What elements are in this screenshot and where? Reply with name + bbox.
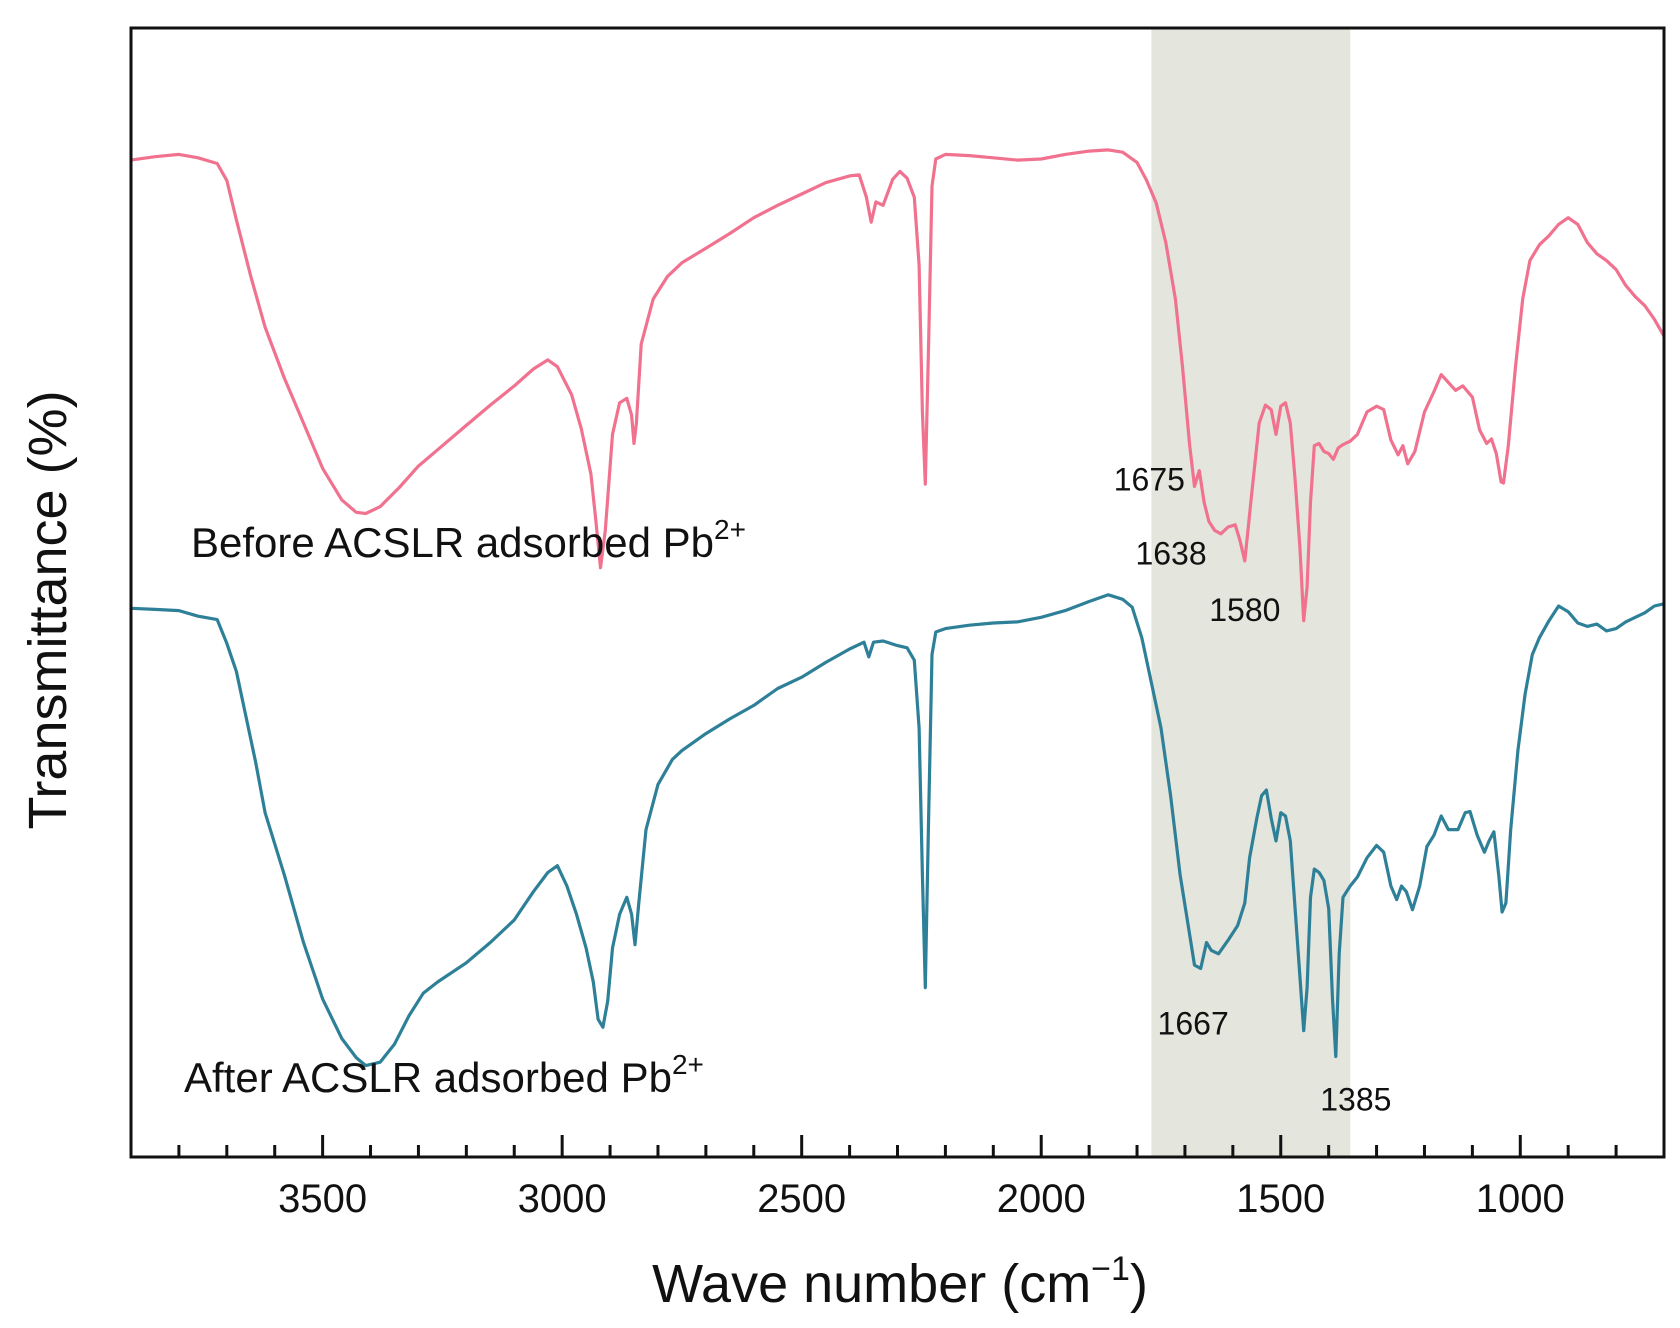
series-label-after: After ACSLR adsorbed Pb2+	[184, 1049, 704, 1101]
x-tick-label: 3500	[278, 1177, 367, 1221]
x-axis-title: Wave number (cm−1)	[652, 1250, 1148, 1314]
x-tick-label: 1000	[1476, 1177, 1565, 1221]
x-tick-label: 1500	[1236, 1177, 1325, 1221]
x-tick-label: 2500	[757, 1177, 846, 1221]
series-line-before	[129, 148, 1666, 623]
series-line-after	[129, 593, 1666, 1068]
series-layer	[129, 148, 1666, 1068]
x-tick-label: 2000	[997, 1177, 1086, 1221]
peak-label-1385: 1385	[1320, 1082, 1391, 1118]
highlight-band	[1151, 28, 1351, 1157]
y-axis-title: Transmittance (%)	[18, 390, 78, 829]
x-axis-ticks: 3500 3000 2500 2000 1500 1000	[177, 1135, 1618, 1221]
peak-label-1638: 1638	[1135, 535, 1206, 571]
x-tick-label: 3000	[518, 1177, 607, 1221]
series-label-before: Before ACSLR adsorbed Pb2+	[191, 514, 746, 566]
highlight-band-layer	[1151, 28, 1351, 1157]
peak-label-1675: 1675	[1114, 461, 1185, 497]
peak-label-1580: 1580	[1209, 592, 1280, 628]
peak-label-1667: 1667	[1158, 1005, 1229, 1041]
plot-frame	[129, 26, 1666, 1159]
